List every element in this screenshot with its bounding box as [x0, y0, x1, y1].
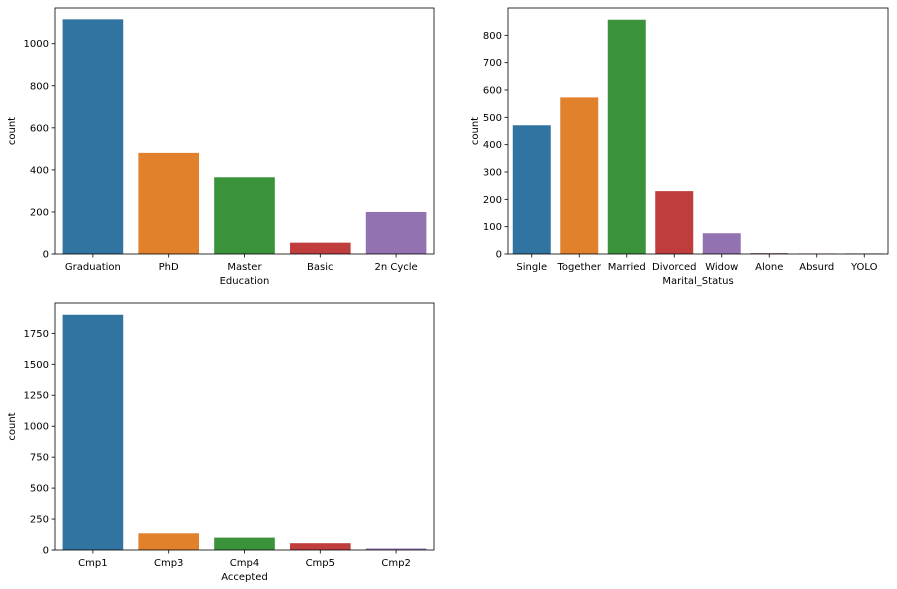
education-y-tick-label: 400 — [30, 165, 49, 176]
education-y-tick-label: 200 — [30, 207, 49, 218]
marital-status-x-axis-label: Marital_Status — [662, 276, 733, 287]
accepted-x-tick-label: Cmp3 — [154, 558, 183, 569]
accepted-x-tick-label: Cmp5 — [306, 558, 335, 569]
marital-status-bar — [702, 233, 741, 254]
accepted-bar — [289, 543, 351, 550]
education-bar — [365, 211, 427, 254]
accepted-y-tick-label: 1500 — [24, 360, 49, 371]
marital-status-x-tick-label: YOLO — [850, 262, 878, 273]
accepted-bar — [365, 548, 427, 550]
marital-status-x-tick-label: Widow — [705, 262, 738, 273]
accepted-chart-panel: 0 250 500 750 1000 1250 1500 1750 Cmp1 Cmp3 Cmp4 Cm… — [7, 302, 435, 583]
education-y-tick-label: 600 — [30, 123, 49, 134]
accepted-y-tick-label: 1250 — [24, 391, 49, 402]
marital-status-chart-panel: 0 100 200 300 400 500 600 700 800 Single Together M… — [470, 7, 889, 287]
marital-status-x-tick-label: Alone — [755, 262, 783, 273]
marital-status-y-tick-label: 400 — [483, 140, 502, 151]
education-y-tick-label: 800 — [30, 81, 49, 92]
education-bar — [138, 152, 200, 254]
marital-status-y-tick-label: 600 — [483, 86, 502, 97]
accepted-bar — [138, 533, 200, 550]
education-bar — [214, 177, 275, 254]
marital-status-x-tick-label: Absurd — [799, 262, 834, 273]
accepted-x-axis-label: Accepted — [221, 572, 268, 583]
accepted-y-tick-label: 1000 — [24, 422, 49, 433]
marital-status-x-tick-label: Single — [516, 262, 547, 273]
accepted-x-tick-label: Cmp1 — [78, 558, 107, 569]
education-bar — [289, 242, 351, 254]
marital-status-y-tick-label: 300 — [483, 168, 502, 179]
accepted-y-tick-label: 1750 — [24, 329, 49, 340]
accepted-y-tick-label: 0 — [43, 546, 49, 557]
education-y-tick-label: 1000 — [24, 39, 49, 50]
education-y-tick-label: 0 — [43, 250, 49, 261]
marital-status-y-tick-label: 100 — [483, 222, 502, 233]
education-bar — [62, 19, 124, 254]
education-x-tick-label: Basic — [307, 262, 333, 273]
accepted-bar — [62, 314, 124, 550]
marital-status-bar — [655, 191, 694, 254]
marital-status-y-tick-label: 800 — [483, 31, 502, 42]
education-chart-panel: 0 200 400 600 800 1000 Graduation PhD Master Basi… — [7, 7, 435, 287]
education-x-tick-label: 2n Cycle — [374, 262, 417, 273]
marital-status-bar — [607, 19, 646, 254]
marital-status-y-axis-label: count — [470, 117, 481, 145]
marital-status-bar — [750, 253, 789, 254]
marital-status-bar — [560, 97, 599, 254]
education-x-tick-label: PhD — [159, 262, 179, 273]
accepted-y-tick-label: 750 — [30, 453, 49, 464]
marital-status-y-tick-label: 500 — [483, 113, 502, 124]
accepted-bar — [214, 537, 275, 550]
education-y-axis-label: count — [7, 117, 18, 145]
accepted-y-tick-label: 500 — [30, 484, 49, 495]
education-x-tick-label: Master — [227, 262, 262, 273]
education-x-tick-label: Graduation — [65, 262, 121, 273]
marital-status-y-tick-label: 700 — [483, 58, 502, 69]
marital-status-x-tick-label: Married — [608, 262, 646, 273]
accepted-y-tick-label: 250 — [30, 515, 49, 526]
accepted-y-axis-label: count — [7, 412, 18, 440]
marital-status-bar — [512, 125, 551, 254]
marital-status-x-tick-label: Divorced — [652, 262, 696, 273]
accepted-x-tick-label: Cmp2 — [381, 558, 410, 569]
marital-status-axes-frame — [507, 7, 889, 255]
education-x-axis-label: Education — [220, 276, 270, 287]
marital-status-y-tick-label: 0 — [496, 250, 502, 261]
marital-status-x-tick-label: Together — [556, 262, 601, 273]
marital-status-y-tick-label: 200 — [483, 195, 502, 206]
accepted-x-tick-label: Cmp4 — [230, 558, 259, 569]
